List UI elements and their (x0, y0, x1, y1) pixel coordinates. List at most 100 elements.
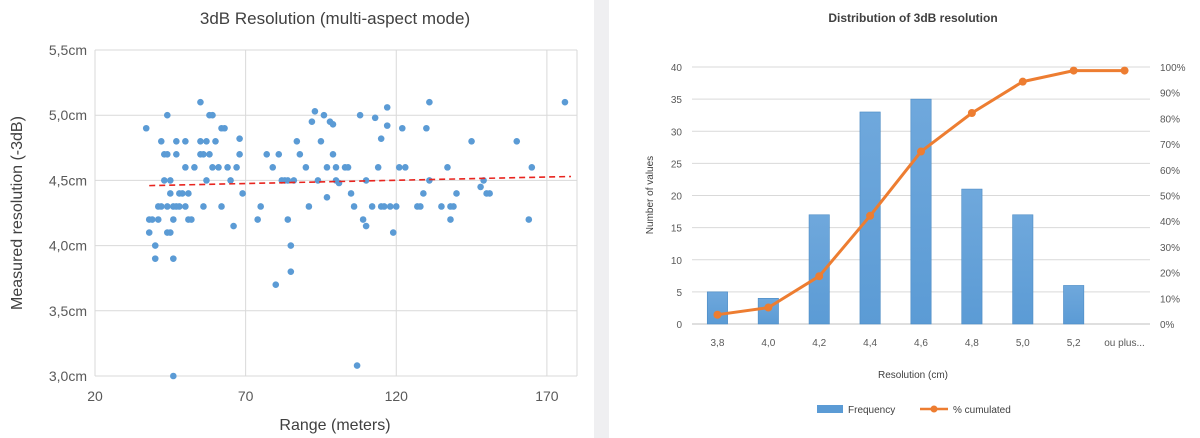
scatter-y-tick-label: 4,0cm (49, 238, 87, 254)
scatter-point (209, 164, 216, 171)
histogram-x-tick-label: ou plus... (1104, 338, 1145, 349)
scatter-point (468, 137, 475, 145)
scatter-point (275, 151, 283, 158)
histogram-y-tick-label: 5 (676, 288, 682, 299)
scatter-point (164, 151, 171, 158)
histogram-bar (1063, 285, 1085, 325)
legend-cumulated-marker (930, 405, 938, 413)
scatter-point (320, 111, 328, 119)
scatter-chart-panel: 3dB Resolution (multi-aspect mode) Range… (0, 0, 594, 438)
scatter-point (450, 203, 457, 210)
scatter-point (167, 177, 174, 184)
scatter-point (182, 164, 189, 171)
cumulative-marker (917, 147, 925, 156)
scatter-point (447, 216, 454, 223)
legend-cumulated-label: % cumulated (953, 405, 1011, 416)
scatter-point (167, 229, 174, 236)
scatter-point (164, 203, 171, 210)
scatter-point (453, 190, 460, 197)
histogram-y-tick-label: 25 (671, 159, 683, 170)
scatter-point (203, 177, 210, 184)
histogram-title: Distribution of 3dB resolution (828, 11, 997, 25)
scatter-point (170, 255, 177, 262)
scatter-point (227, 177, 234, 184)
histogram-y-tick-label: 35 (671, 95, 683, 106)
scatter-x-tick-label: 70 (238, 388, 254, 404)
scatter-point (154, 216, 162, 223)
scatter-point (157, 137, 165, 145)
cumulative-marker (764, 303, 773, 312)
scatter-point (323, 164, 331, 171)
histogram-y-tick-label: 30 (671, 127, 683, 138)
scatter-point (142, 124, 150, 132)
cumulative-marker (967, 109, 976, 118)
scatter-point (513, 137, 521, 145)
scatter-point (170, 372, 177, 380)
cumulative-marker (866, 211, 875, 220)
scatter-point (203, 137, 210, 145)
scatter-point (218, 203, 225, 210)
histogram-y-tick-label: 40 (671, 63, 683, 74)
histogram-y2-tick-label: 80% (1160, 114, 1180, 125)
histogram-y-tick-label: 15 (671, 224, 683, 235)
histogram-x-tick-label: 4,6 (914, 338, 928, 349)
scatter-trendline (149, 175, 571, 187)
scatter-point (420, 190, 427, 197)
histogram-y-tick-label: 20 (671, 192, 683, 203)
scatter-point (438, 203, 445, 210)
scatter-point (392, 203, 400, 210)
scatter-y-tick-label: 3,0cm (49, 368, 87, 384)
scatter-point (561, 98, 569, 106)
scatter-x-tick-label: 120 (385, 388, 409, 404)
scatter-point (182, 203, 189, 210)
cumulative-marker (1069, 66, 1078, 75)
scatter-point (170, 216, 177, 223)
histogram-x-tick-label: 5,2 (1067, 338, 1081, 349)
scatter-point (305, 203, 313, 210)
scatter-point (164, 111, 171, 119)
scatter-point (197, 98, 204, 106)
scatter-point (209, 111, 216, 119)
scatter-x-axis-label: Range (meters) (279, 417, 390, 434)
scatter-point (323, 194, 331, 201)
scatter-point (477, 183, 484, 191)
histogram-bar (910, 98, 932, 325)
scatter-chart: 3dB Resolution (multi-aspect mode) Range… (9, 9, 578, 434)
scatter-point (368, 203, 376, 210)
histogram-x-tick-label: 4,2 (812, 338, 826, 349)
scatter-point (329, 121, 337, 128)
scatter-point (167, 190, 174, 197)
scatter-point (332, 164, 340, 171)
scatter-point (212, 137, 219, 145)
scatter-point (389, 229, 397, 236)
scatter-point (182, 137, 189, 145)
scatter-point (236, 151, 243, 158)
scatter-point (486, 190, 493, 197)
scatter-y-tick-label: 3,5cm (49, 303, 87, 319)
scatter-point (151, 255, 159, 262)
scatter-point (287, 242, 295, 249)
scatter-point (200, 151, 207, 158)
scatter-point (525, 216, 533, 223)
scatter-point (151, 242, 159, 249)
histogram-y2-tick-label: 10% (1160, 294, 1180, 305)
scatter-point (377, 135, 385, 142)
cumulative-marker (713, 310, 722, 319)
cumulative-marker (815, 272, 824, 281)
scatter-point (176, 203, 183, 210)
histogram-y-tick-label: 0 (676, 320, 682, 331)
legend-frequency-label: Frequency (848, 405, 895, 416)
histogram-x-tick-label: 4,4 (863, 338, 877, 349)
histogram-y2-tick-label: 70% (1160, 140, 1180, 151)
histogram-y2-tick-label: 30% (1160, 243, 1180, 254)
cumulative-marker (1120, 66, 1129, 75)
histogram-x-tick-label: 4,0 (761, 338, 775, 349)
scatter-point (426, 98, 433, 106)
scatter-point (269, 164, 277, 171)
scatter-point (188, 216, 195, 223)
scatter-point (362, 222, 370, 230)
histogram-bar (961, 188, 983, 325)
scatter-point (239, 190, 246, 197)
scatter-point (386, 203, 394, 210)
scatter-point (329, 151, 337, 158)
